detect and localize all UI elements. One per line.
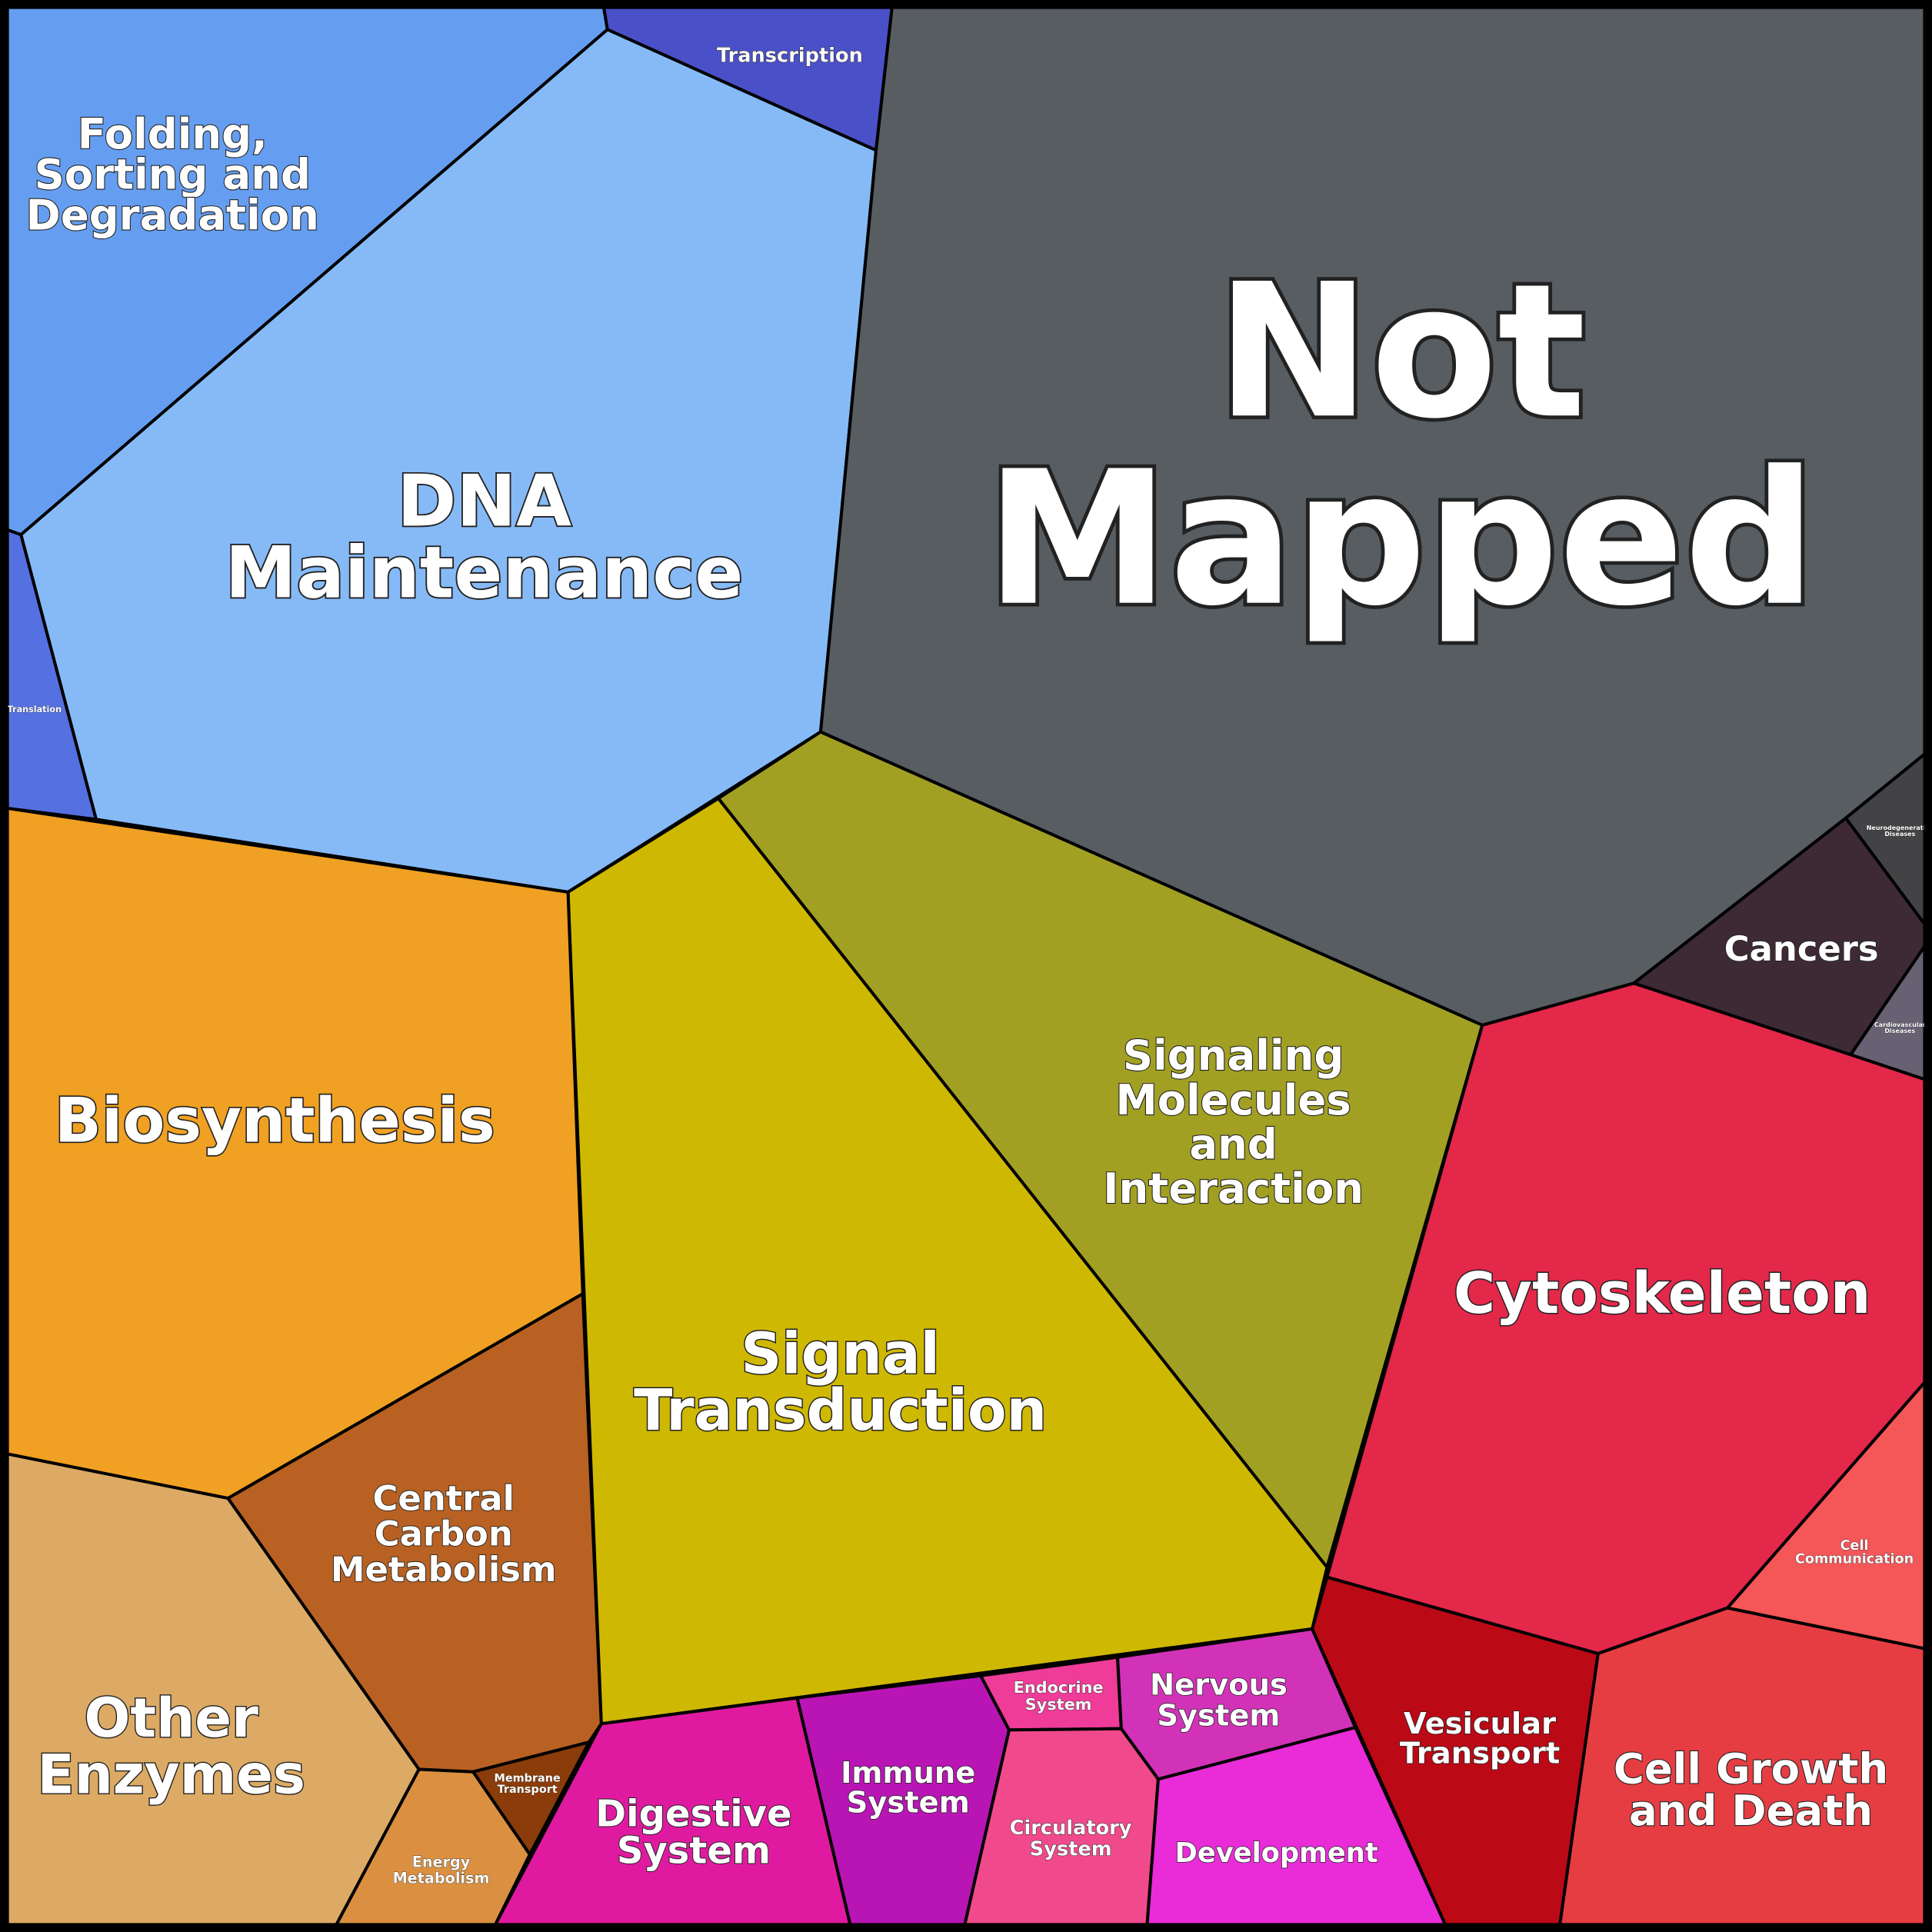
label-line: Membrane [495,1773,561,1785]
label-line: Metabolism [331,1549,557,1590]
label-line: System [617,1829,771,1872]
cell-label: Energy Metabolism [393,1853,490,1887]
cell-label: Immune System [841,1755,975,1819]
label-line: Communication [1795,1551,1914,1567]
label-line: Degradation [26,191,319,240]
label-line: Translation [8,705,62,715]
cell-label: Not Mapped [985,244,1816,647]
cell [471,1740,591,1857]
cell-label: Endocrine System [1014,1678,1104,1714]
label-line: Transcription [717,45,863,68]
label-line: Transduction [634,1378,1047,1444]
label-line: Enzymes [37,1743,305,1806]
cell-label: Membrane Transport [495,1773,561,1796]
label-line: and Death [1629,1786,1873,1835]
label-line: Sorting and [35,150,311,199]
label-line: Cancers [1724,928,1879,969]
cell-label: Digestive System [595,1792,791,1872]
cell [566,797,1329,1726]
label-line: Molecules [1116,1075,1351,1124]
label-line: Diseases [1884,1028,1915,1034]
label-line: System [1157,1698,1280,1733]
cell-label: Signal Transduction [634,1321,1047,1444]
label-line: Metabolism [393,1869,490,1887]
label-line: Folding, [78,109,268,158]
cell-label: Circulatory System [1010,1817,1132,1860]
label-line: Interaction [1103,1164,1364,1213]
cell-label: Neurodegenerative Diseases [1867,824,1932,837]
label-line: Signaling [1123,1031,1344,1080]
label-line: Digestive [595,1792,791,1835]
cell-label: Signaling Molecules and Interaction [1103,1031,1364,1213]
label-line: Signal [741,1321,940,1387]
cell-label: Development [1175,1837,1378,1869]
cell-label: Vesicular Transport [1400,1706,1560,1770]
cell-label: Cytoskeleton [1454,1261,1870,1327]
label-line: Vesicular [1404,1706,1556,1740]
cell-label: Cell Communication [1795,1538,1914,1567]
label-line: System [1025,1695,1092,1714]
label-line: System [1030,1837,1112,1860]
label-line: Neurodegenerative [1867,824,1932,831]
label-line: Diseases [1884,830,1915,837]
label-line: Circulatory [1010,1817,1132,1840]
cell-label: Biosynthesis [55,1085,495,1157]
cell-label: Other Enzymes [37,1687,305,1807]
cell-label: DNA Maintenance [225,460,744,615]
label-line: Other [85,1687,259,1750]
label-line: Biosynthesis [55,1085,495,1157]
label-line: Immune [841,1755,975,1790]
cell-label: Cell Growth and Death [1614,1744,1888,1835]
cell-label: Transcription [717,45,863,68]
cell-label: Nervous System [1150,1667,1287,1733]
label-line: Central [373,1477,515,1518]
label-line: Cell Growth [1614,1744,1888,1794]
label-line: Transport [498,1784,558,1796]
label-line: Not [1216,244,1586,459]
label-line: Energy [412,1853,471,1870]
cell-label: Cardiovascular Diseases [1874,1021,1926,1034]
label-line: Endocrine [1014,1678,1104,1697]
cell-label: Cancers [1724,928,1879,969]
cell-label: Translation [8,705,62,715]
cell-label: Folding, Sorting and Degradation [26,109,319,240]
label-line: Mapped [985,431,1816,647]
label-line: Development [1175,1837,1378,1869]
label-line: Transport [1400,1736,1560,1770]
label-line: Carbon [375,1514,513,1554]
label-line: DNA [397,460,571,543]
label-line: Nervous [1150,1667,1287,1702]
label-line: System [847,1785,970,1820]
label-line: Cytoskeleton [1454,1261,1870,1327]
label-line: Cardiovascular [1874,1021,1926,1028]
label-line: and [1189,1120,1277,1169]
label-line: Maintenance [225,531,744,615]
label-line: Cell [1840,1538,1869,1554]
cell-label: Central Carbon Metabolism [331,1477,557,1590]
